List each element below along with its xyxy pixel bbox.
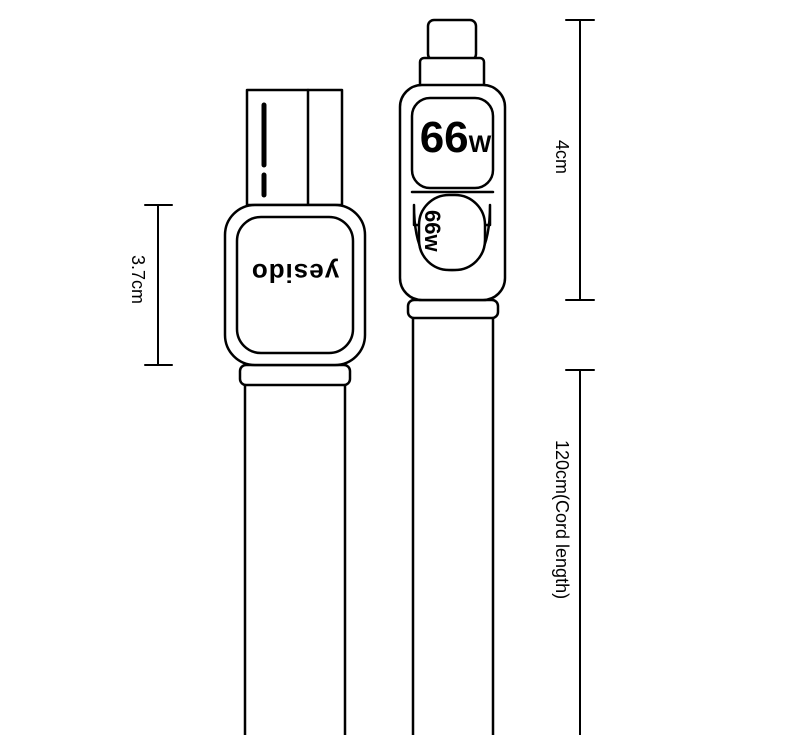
display-66-big-num: 66 xyxy=(420,113,469,162)
typec-tip xyxy=(428,20,476,60)
brand-logo: yesido xyxy=(250,257,340,288)
display-66w-big: 66W xyxy=(418,116,493,160)
right-strain-relief xyxy=(408,300,498,318)
display-66-big-unit: W xyxy=(469,131,492,158)
usb-a-metal xyxy=(247,90,342,205)
left-cord xyxy=(245,380,345,735)
dim-37cm: 3.7cm xyxy=(127,255,148,304)
dim-4cm: 4cm xyxy=(551,140,572,174)
display-66w-small: 66w xyxy=(419,210,445,252)
diagram-canvas: yesido 66W 66w 3.7cm 4cm 120cm(Cord leng… xyxy=(0,0,790,735)
typec-collar xyxy=(420,58,484,88)
right-cord xyxy=(413,310,493,735)
dim-cord: 120cm(Cord length) xyxy=(551,440,572,599)
left-strain-relief xyxy=(240,365,350,385)
